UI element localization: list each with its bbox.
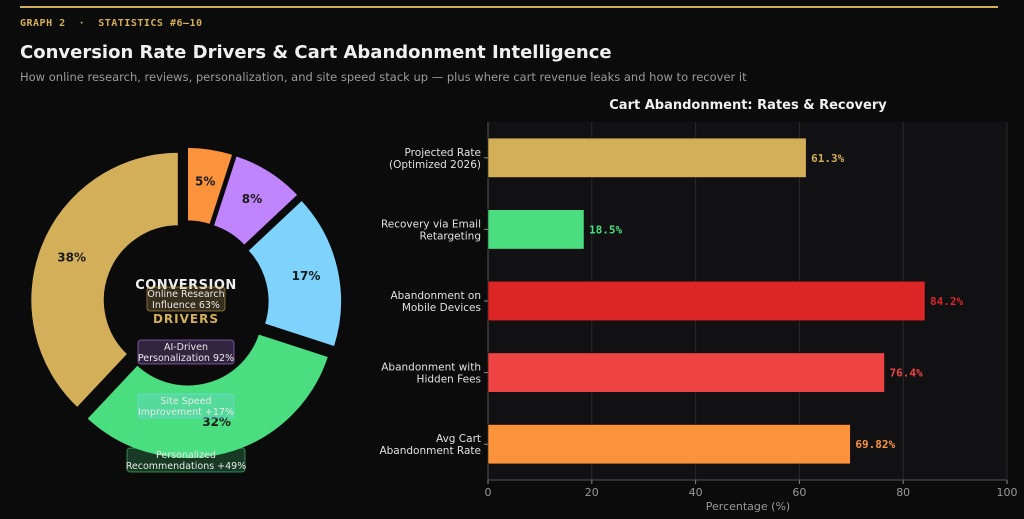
bar: [487, 137, 807, 178]
bar: [487, 281, 926, 321]
graph-kicker: GRAPH 2 · STATISTICS #6–10: [20, 18, 203, 29]
annotation-text: Improvement +17%: [138, 407, 234, 418]
y-category-label: Hidden Fees: [417, 374, 481, 386]
bar-value-label: 61.3%: [811, 152, 844, 165]
donut-slice: [186, 146, 234, 226]
bar: [487, 352, 885, 393]
bar-value-label: 69.82%: [855, 438, 895, 451]
donut-slice: [29, 151, 180, 410]
annotation-text: Recommendations +49%: [126, 461, 247, 472]
y-category-label: Avg Cart: [436, 433, 481, 445]
page-title: Conversion Rate Drivers & Cart Abandonme…: [20, 42, 612, 63]
cart-abandonment-bar-chart: 0 20 40 60 80 100 Cart Abandonment: Rates & Re…: [379, 98, 1017, 513]
y-category-label: (Optimized 2026): [389, 159, 481, 171]
bar-chart-title: Cart Abandonment: Rates & Recovery: [609, 98, 887, 113]
x-tick-label: 100: [997, 486, 1018, 499]
annotation-text: Influence 63%: [152, 300, 220, 311]
donut-slice: [85, 332, 330, 460]
bar-value-label: 84.2%: [930, 295, 963, 308]
slice-percent-label: 17%: [292, 269, 321, 283]
x-axis-title: Percentage (%): [706, 500, 790, 513]
conversion-drivers-donut: 5% 8% 17% 32% 38% CONVERSION DRIVERS Online Res…: [29, 146, 343, 473]
slice-percent-label: 38%: [57, 251, 86, 265]
bar-value-label: 76.4%: [890, 367, 923, 380]
slice-percent-label: 32%: [202, 415, 231, 429]
y-category-label: Abandonment on: [390, 290, 481, 302]
y-category-label: Recovery via Email: [381, 218, 481, 230]
x-tick-label: 60: [792, 486, 806, 499]
page-subtitle: How online research, reviews, personaliz…: [20, 70, 747, 84]
annotation-text: AI-Driven: [164, 342, 208, 353]
annotation-box: [137, 393, 235, 419]
donut-center-subtitle: DRIVERS: [153, 312, 219, 326]
annotation-text: Personalized: [156, 450, 216, 461]
annotation-text: Personalization 92%: [138, 353, 234, 364]
x-tick-label: 20: [585, 486, 599, 499]
top-rule: [20, 6, 998, 8]
bar: [487, 424, 851, 465]
y-category-label: Mobile Devices: [402, 302, 481, 314]
slice-percent-label: 8%: [242, 192, 262, 206]
bar-value-label: 18.5%: [589, 223, 622, 236]
annotation-box: [137, 339, 235, 365]
y-category-label: Abandonment Rate: [379, 445, 481, 457]
x-tick-label: 40: [689, 486, 703, 499]
y-category-label: Retargeting: [420, 230, 481, 242]
bar: [487, 209, 585, 250]
annotation-box: [146, 286, 226, 312]
slice-percent-label: 5%: [195, 175, 215, 189]
y-category-label: Projected Rate: [405, 147, 481, 159]
donut-slice: [246, 198, 343, 348]
donut-slice: [212, 154, 300, 247]
annotation-text: Site Speed: [160, 396, 211, 407]
donut-center-title: CONVERSION: [135, 278, 237, 293]
annotation-text: Online Research: [147, 289, 224, 300]
x-tick-label: 0: [485, 486, 492, 499]
x-tick-label: 80: [896, 486, 910, 499]
y-category-label: Abandonment with: [381, 362, 481, 374]
annotation-box: [126, 447, 246, 473]
